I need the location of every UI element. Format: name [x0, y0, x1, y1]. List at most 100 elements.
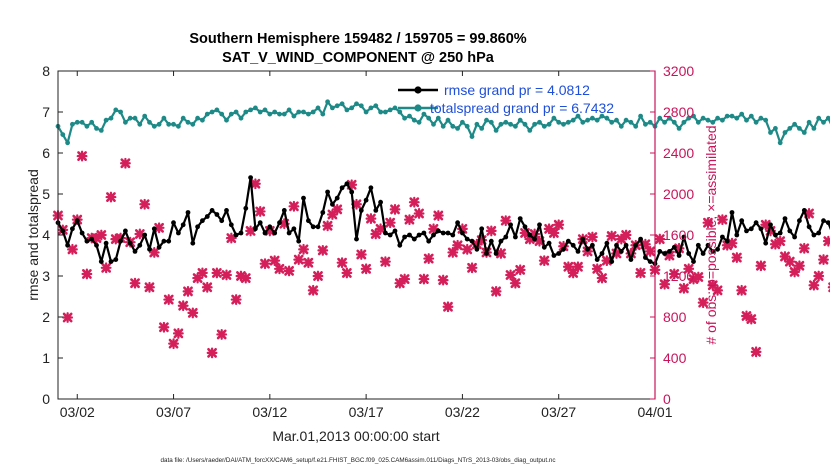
- rmse-point: [123, 228, 128, 234]
- obs-point: [731, 252, 743, 263]
- obs-point: [336, 257, 348, 269]
- rmse-point: [590, 242, 595, 248]
- obs-point: [683, 263, 695, 275]
- rmse-point: [561, 246, 566, 252]
- rmse-point: [200, 218, 205, 224]
- rmse-point: [209, 208, 215, 213]
- spread-point: [373, 103, 379, 109]
- obs-point: [105, 191, 117, 203]
- obs-point: [322, 220, 334, 232]
- rmse-point: [715, 246, 720, 252]
- obs-point: [148, 247, 160, 258]
- obs-point: [95, 229, 107, 241]
- spread-point: [344, 107, 350, 113]
- obs-point: [187, 307, 199, 319]
- spread-point: [108, 115, 114, 121]
- rmse-point: [541, 244, 547, 250]
- y-axis-left-label: rmse and totalspread: [25, 169, 41, 301]
- rmse-point: [60, 228, 66, 234]
- spread-point: [349, 105, 355, 111]
- obs-point: [635, 267, 646, 279]
- spread-point: [546, 121, 552, 127]
- x-tick-label: 03/27: [541, 404, 576, 420]
- spread-point: [527, 127, 533, 133]
- obs-point: [153, 222, 165, 234]
- rmse-point: [392, 228, 398, 234]
- rmse-point: [79, 230, 85, 236]
- obs-point: [606, 230, 618, 242]
- spread-point: [681, 119, 687, 125]
- rmse-point: [70, 226, 75, 232]
- y-axis-right: 0 400 800 1200 1600 2000 2400 2800 3200: [650, 63, 694, 407]
- spread-point: [392, 105, 398, 111]
- spread-point: [734, 115, 740, 121]
- legend-entry-rmse: rmse grand pr = 4.0812: [398, 82, 590, 98]
- obs-point: [423, 253, 435, 264]
- spread-point: [618, 123, 624, 129]
- series-spread: [55, 99, 830, 146]
- rmse-point: [705, 242, 711, 248]
- spread-point: [296, 109, 302, 115]
- rmse-point: [349, 189, 355, 195]
- spread-point: [479, 125, 485, 131]
- chart-subtitle: SAT_V_WIND_COMPONENT @ 250 hPa: [222, 50, 495, 66]
- rmse-point: [508, 222, 513, 228]
- rmse-point: [498, 238, 504, 244]
- rmse-point: [565, 238, 571, 244]
- spread-point: [590, 115, 595, 121]
- obs-point: [466, 262, 478, 274]
- obs-point: [418, 273, 430, 285]
- obs-point: [784, 256, 796, 268]
- obs-point: [168, 338, 179, 350]
- rmse-point: [493, 251, 499, 256]
- obs-point: [129, 277, 141, 289]
- spread-point: [503, 119, 509, 125]
- obs-point: [221, 269, 232, 281]
- rmse-point: [65, 242, 70, 248]
- rmse-point: [440, 230, 446, 236]
- obs-point: [216, 329, 228, 340]
- spread-point: [291, 113, 297, 119]
- rmse-point: [291, 226, 297, 232]
- spread-point: [570, 117, 576, 123]
- spread-point: [705, 117, 711, 123]
- obs-point: [307, 284, 319, 296]
- y-right-tick-label: 2800: [663, 104, 694, 120]
- spread-point: [103, 117, 109, 123]
- rmse-point: [474, 246, 480, 252]
- rmse-point: [825, 220, 830, 226]
- obs-point: [659, 278, 671, 290]
- spread-point: [402, 115, 407, 121]
- rmse-point: [137, 242, 143, 248]
- rmse-point: [378, 199, 383, 205]
- obs-point: [192, 272, 204, 284]
- spread-point: [156, 121, 162, 127]
- spread-point: [440, 123, 446, 129]
- spread-point: [65, 140, 70, 146]
- obs-point: [249, 178, 261, 190]
- spread-point: [330, 105, 335, 111]
- obs-point: [591, 263, 603, 275]
- spread-point: [700, 115, 706, 121]
- rmse-point: [488, 238, 494, 244]
- rmse-point: [411, 236, 417, 242]
- rmse-point: [354, 236, 359, 242]
- spread-point: [339, 101, 345, 107]
- obs-point: [485, 225, 497, 237]
- rmse-point: [551, 253, 557, 258]
- spread-point: [204, 111, 210, 117]
- rmse-point: [127, 240, 133, 246]
- rmse-point: [792, 234, 797, 240]
- rmse-point: [513, 234, 518, 240]
- spread-point: [787, 125, 793, 131]
- spread-point: [575, 113, 581, 119]
- rmse-point: [768, 222, 773, 228]
- obs-point: [288, 200, 300, 212]
- rmse-point: [811, 232, 817, 238]
- obs-point: [495, 248, 507, 259]
- spread-point: [686, 115, 692, 121]
- rmse-point: [739, 218, 745, 224]
- rmse-point: [166, 238, 172, 244]
- series-rmse: [55, 175, 830, 267]
